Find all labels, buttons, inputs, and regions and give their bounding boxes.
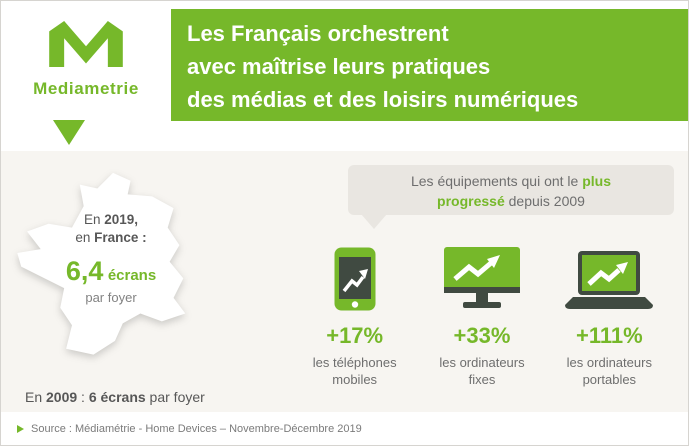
title-line-1: Les Français orchestrent xyxy=(187,21,449,46)
stat-2019-line-1: En 2019, xyxy=(83,212,139,227)
laptop-icon xyxy=(546,241,673,311)
france-map xyxy=(17,172,186,355)
stat-value-mobile: +17% xyxy=(326,323,384,348)
desktop-computer-icon xyxy=(418,241,545,311)
stat-2019-line-2: en France : xyxy=(75,230,147,245)
stat-mobile: +17% les téléphones mobiles xyxy=(291,241,418,388)
screens-per-household-2019: 6,4 écrans xyxy=(65,256,157,286)
mediametrie-m-icon xyxy=(49,21,123,67)
stat-value-desktop: +33% xyxy=(453,323,511,348)
equipment-bubble: Les équipements qui ont le plus progress… xyxy=(348,165,674,215)
smartphone-icon xyxy=(291,241,418,311)
map-stat-2019: En 2019, en France : 6,4 écrans par foye… xyxy=(36,211,186,305)
stat-desktop: +33% les ordinateurs fixes xyxy=(418,241,545,388)
per-household-label: par foyer xyxy=(85,290,137,305)
down-pointer-icon xyxy=(53,120,85,145)
brand-wordmark: Mediametrie xyxy=(33,79,139,98)
bubble-line-2: progressé depuis 2009 xyxy=(437,193,585,209)
source-bullet-icon xyxy=(17,424,24,433)
bubble-line-1: Les équipements qui ont le plus xyxy=(410,173,611,189)
stat-label-mobile: les téléphones mobiles xyxy=(312,355,397,387)
title-line-2: avec maîtrise leurs pratiques xyxy=(187,54,491,79)
footer: Source : Médiamétrie - Home Devices – No… xyxy=(1,412,688,445)
device-stats: +17% les téléphones mobiles +33% les ord xyxy=(291,241,673,388)
stat-label-laptop: les ordinateurs portables xyxy=(566,355,652,387)
stat-label-desktop: les ordinateurs fixes xyxy=(439,355,525,387)
stat-value-laptop: +111% xyxy=(575,323,643,348)
stat-laptop: +111% les ordinateurs portables xyxy=(546,241,673,388)
mediametrie-logo: Mediametrie xyxy=(1,21,171,99)
title-line-3: des médias et des loisirs numériques xyxy=(187,87,579,112)
stat-2009: En 2009 : 6 écrans par foyer xyxy=(25,389,205,405)
source-text: Source : Médiamétrie - Home Devices – No… xyxy=(31,422,362,435)
bubble-tail-icon xyxy=(361,214,387,229)
title-banner: Les Français orchestrent avec maîtrise l… xyxy=(171,9,688,121)
